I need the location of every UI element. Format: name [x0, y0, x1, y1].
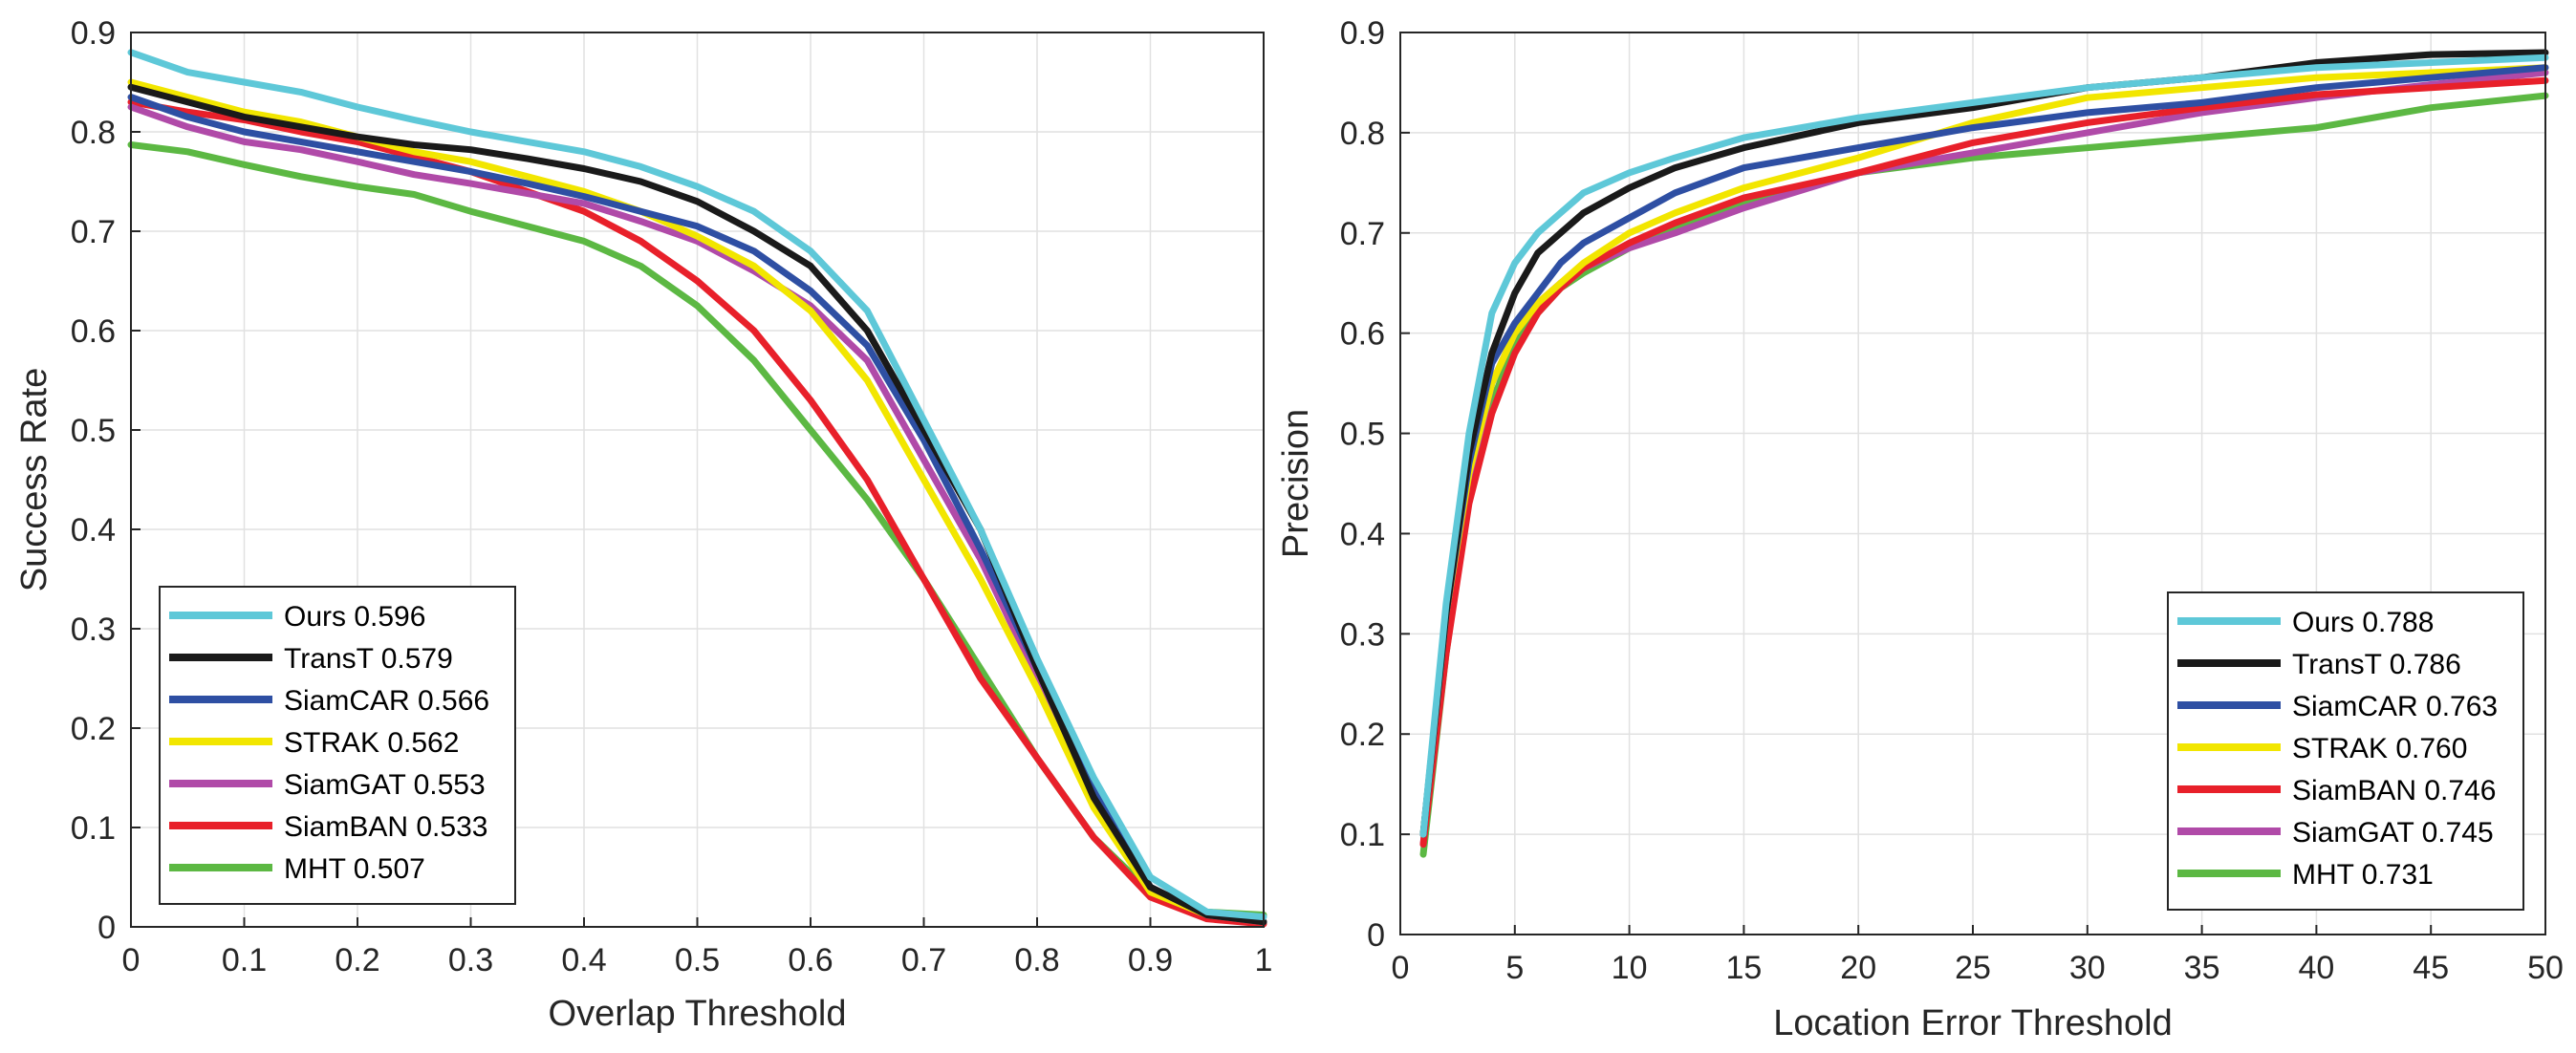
x-tick-label: 0.8: [1014, 942, 1059, 978]
y-tick-label: 0.4: [71, 512, 116, 548]
legend-item: Ours 0.596: [169, 601, 425, 633]
series-line-transt: [127, 83, 1267, 926]
series-line-siamban: [127, 98, 1267, 928]
legend-label: TransT 0.579: [284, 643, 453, 675]
y-tick-label: 0: [97, 910, 116, 946]
legend-item: SiamBAN 0.533: [169, 811, 487, 843]
y-tick-labels: 0 0.1 0.2 0.3 0.4 0.5 0.6 0.7 0.8 0.9: [1340, 15, 1410, 954]
legend-label: STRAK 0.562: [284, 727, 459, 759]
x-tick-labels: 0 5 10 15 20 25 30 35 40 45 50: [1392, 925, 2564, 986]
y-tick-label: 0.4: [1340, 516, 1385, 552]
legend-box: [2167, 591, 2524, 911]
y-tick-label: 0.5: [71, 413, 116, 449]
y-axis-label: Success Rate: [14, 368, 54, 591]
legend-label: MHT 0.507: [284, 853, 425, 885]
x-tick-label: 0.3: [448, 942, 493, 978]
y-tick-label: 0.7: [1340, 216, 1385, 252]
legend-label: TransT 0.786: [2292, 649, 2461, 680]
legend-label: STRAK 0.760: [2292, 733, 2467, 764]
legend-item: SiamGAT 0.745: [2177, 817, 2494, 849]
x-tick-label: 0: [1392, 950, 1410, 986]
x-tick-label: 0.7: [901, 942, 946, 978]
x-tick-label: 10: [1612, 950, 1648, 986]
legend-item: SiamCAR 0.763: [2177, 691, 2498, 722]
y-tick-label: 0: [1367, 917, 1385, 954]
y-tick-label: 0.5: [1340, 417, 1385, 453]
x-tick-label: 0: [122, 942, 141, 978]
series-lines: [127, 49, 1267, 928]
y-tick-label: 0.7: [71, 214, 116, 250]
x-axis-label: Location Error Threshold: [1773, 1003, 2173, 1043]
legend-label: SiamGAT 0.745: [2292, 817, 2494, 849]
x-tick-label: 15: [1725, 950, 1762, 986]
legend-item: SiamBAN 0.746: [2177, 775, 2496, 806]
y-tick-labels: 0 0.1 0.2 0.3 0.4 0.5 0.6 0.7 0.8 0.9: [71, 15, 141, 946]
x-tick-label: 0.1: [222, 942, 267, 978]
legend: Ours 0.788 TransT 0.786 SiamCAR 0.763 STRAK…: [2167, 591, 2524, 911]
y-tick-label: 0.2: [1340, 717, 1385, 753]
y-tick-label: 0.2: [71, 711, 116, 747]
legend-label: SiamGAT 0.553: [284, 769, 486, 801]
legend-label: Ours 0.788: [2292, 607, 2434, 638]
x-tick-label: 0.9: [1128, 942, 1173, 978]
x-tick-label: 35: [2184, 950, 2220, 986]
x-tick-label: 40: [2298, 950, 2334, 986]
series-lines: [1419, 49, 2549, 858]
legend-label: SiamCAR 0.566: [284, 685, 489, 717]
y-tick-label: 0.9: [1340, 15, 1385, 52]
series-line-ours: [127, 49, 1267, 921]
x-tick-label: 50: [2527, 950, 2564, 986]
legend-label: SiamBAN 0.533: [284, 811, 487, 843]
series-line-siamban: [1419, 76, 2549, 849]
legend: Ours 0.596 TransT 0.579 SiamCAR 0.566 STRAK…: [159, 586, 516, 905]
x-tick-label: 20: [1840, 950, 1876, 986]
x-tick-label: 0.5: [675, 942, 720, 978]
x-axis-label: Overlap Threshold: [549, 994, 847, 1034]
y-tick-label: 0.9: [71, 15, 116, 52]
series-line-strak: [1419, 64, 2549, 838]
legend-item: SiamGAT 0.553: [169, 769, 486, 801]
y-tick-label: 0.8: [71, 115, 116, 151]
legend-item: TransT 0.579: [169, 643, 453, 675]
legend-item: SiamCAR 0.566: [169, 685, 489, 717]
y-tick-label: 0.6: [1340, 316, 1385, 353]
x-tick-label: 1: [1255, 942, 1273, 978]
x-tick-label: 0.4: [561, 942, 606, 978]
x-tick-labels: 0 0.1 0.2 0.3 0.4 0.5 0.6 0.7 0.8 0.9 1: [122, 917, 1273, 978]
success-plot: 0 0.1 0.2 0.3 0.4 0.5 0.6 0.7 0.8 0.9 1 0 0.1 0.2 0.3…: [14, 15, 1272, 1034]
y-tick-label: 0.3: [1340, 616, 1385, 653]
y-tick-label: 0.1: [1340, 817, 1385, 853]
legend-item: MHT 0.731: [2177, 859, 2434, 891]
precision-plot: 0 5 10 15 20 25 30 35 40 45 50 0 0.1 0.2 0.3 0.4 0.5 0.6…: [1276, 15, 2564, 1043]
y-axis-label: Precision: [1276, 409, 1316, 558]
y-tick-label: 0.3: [71, 612, 116, 648]
legend-item: MHT 0.507: [169, 853, 425, 885]
x-tick-label: 30: [2069, 950, 2106, 986]
series-line-ours: [1419, 54, 2549, 838]
legend-item: STRAK 0.562: [169, 727, 459, 759]
x-tick-label: 25: [1955, 950, 1991, 986]
x-tick-label: 0.6: [788, 942, 833, 978]
x-tick-label: 5: [1505, 950, 1524, 986]
y-tick-label: 0.1: [71, 810, 116, 847]
legend-item: STRAK 0.760: [2177, 733, 2467, 764]
legend-item: TransT 0.786: [2177, 649, 2461, 680]
legend-label: SiamBAN 0.746: [2292, 775, 2496, 806]
y-tick-label: 0.8: [1340, 116, 1385, 152]
x-tick-label: 45: [2413, 950, 2449, 986]
legend-label: MHT 0.731: [2292, 859, 2434, 891]
legend-label: SiamCAR 0.763: [2292, 691, 2498, 722]
legend-item: Ours 0.788: [2177, 607, 2434, 638]
legend-label: Ours 0.596: [284, 601, 425, 633]
y-tick-label: 0.6: [71, 313, 116, 350]
x-tick-label: 0.2: [335, 942, 379, 978]
